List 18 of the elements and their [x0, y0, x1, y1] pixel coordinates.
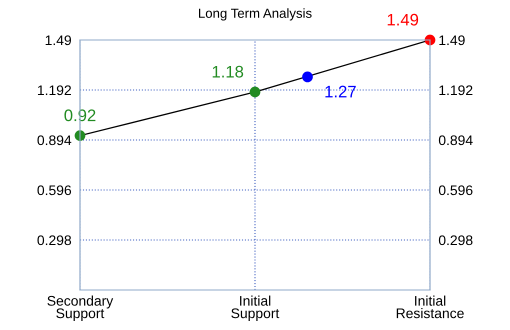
y2-tick-label: 0.894 [438, 135, 473, 146]
data-label: 1.49 [388, 14, 418, 26]
y-tick-label: 0.596 [37, 185, 72, 196]
y-tick-label: 0.298 [37, 235, 72, 246]
y-tick-label: 1.49 [46, 35, 72, 46]
y-tick-label: 1.192 [38, 85, 71, 96]
y2-tick-label: 0.298 [438, 235, 472, 246]
y2-tick-label: 1.49 [439, 35, 465, 46]
chart-title: Long Term Analysis [199, 8, 312, 21]
y2-tick-label: 0.596 [438, 185, 472, 196]
y2-tick-label: 1.192 [439, 85, 472, 96]
x-tick-label: Secondary Support [47, 296, 114, 321]
data-label: 1.18 [212, 66, 244, 78]
y-tick-label: 0.894 [37, 135, 72, 146]
data-label: 1.27 [325, 86, 356, 98]
x-tick-label: Initial Support [231, 296, 280, 321]
x-tick-label: Initial Resistance [396, 296, 464, 318]
point [302, 72, 313, 82]
